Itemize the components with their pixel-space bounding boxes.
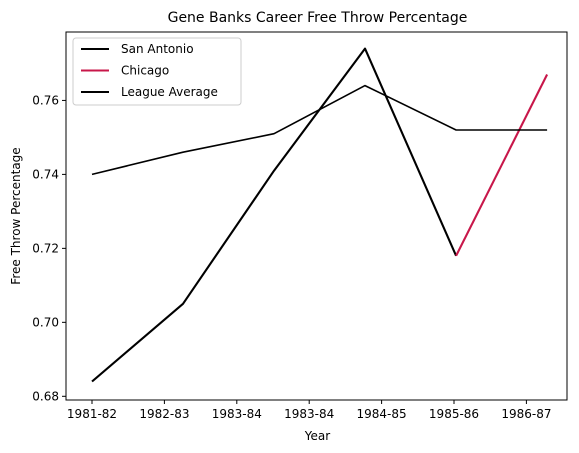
chart-title: Gene Banks Career Free Throw Percentage (168, 10, 468, 26)
legend-box (72, 37, 242, 106)
x-tick-label: 1984-85 (357, 407, 407, 421)
y-tick-label: 0.76 (32, 93, 59, 107)
x-tick-label: 1983-84 (212, 407, 262, 421)
y-tick-label: 0.70 (32, 315, 59, 329)
x-tick-label: 1985-86 (429, 407, 479, 421)
y-tick-label: 0.74 (32, 167, 59, 181)
legend-label-0: San Antonio (121, 42, 194, 56)
series-line-2 (91, 84, 548, 176)
series-line-0 (91, 47, 458, 383)
plot-area-frame (65, 31, 568, 401)
plot-lines (91, 47, 549, 383)
x-tick-label: 1986-87 (501, 407, 551, 421)
legend-label-1: Chicago (121, 64, 169, 78)
legend-items: San Antonio Chicago League Average (81, 42, 218, 99)
y-tick-label: 0.72 (32, 241, 59, 255)
y-tick-label: 0.68 (32, 389, 59, 403)
y-axis-ticks: 0.68 0.70 0.72 0.74 0.76 (32, 93, 66, 403)
series-line-1 (455, 74, 549, 257)
x-axis-ticks: 1981-82 1982-83 1983-84 1983-84 1984-85 1985-… (67, 400, 551, 421)
x-axis-label: Year (304, 429, 330, 443)
legend-label-2: League Average (121, 85, 218, 99)
x-tick-label: 1981-82 (67, 407, 117, 421)
x-tick-label: 1982-83 (139, 407, 189, 421)
y-axis-label: Free Throw Percentage (9, 147, 23, 284)
x-tick-label: 1983-84 (284, 407, 334, 421)
legend: San Antonio Chicago League Average (72, 37, 242, 106)
